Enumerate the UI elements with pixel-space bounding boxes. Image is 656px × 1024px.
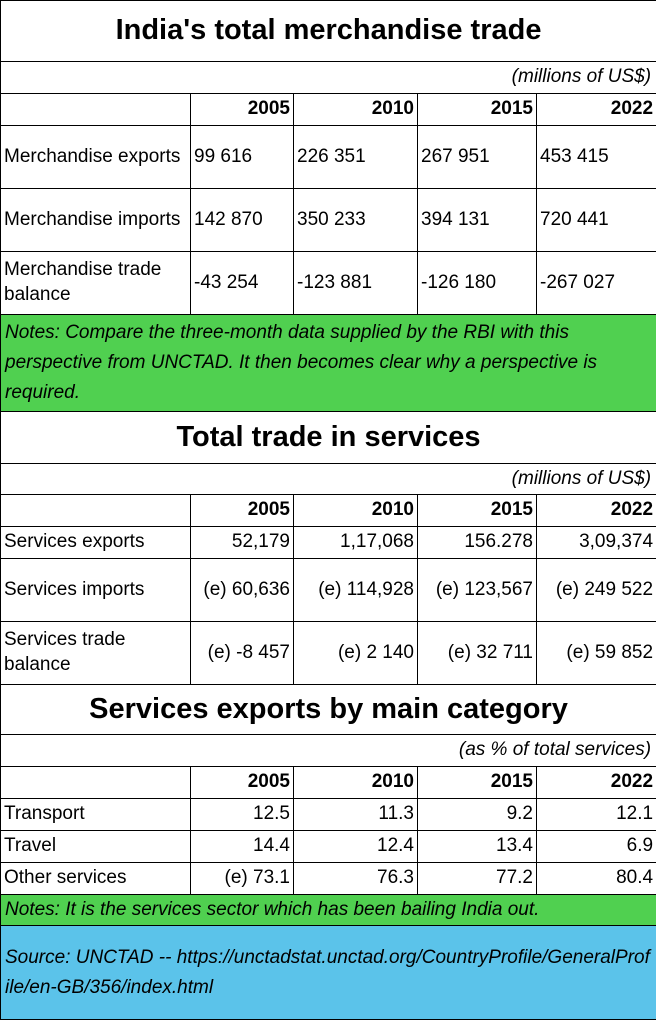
year-header: 2005 bbox=[190, 766, 294, 799]
year-header: 2010 bbox=[293, 494, 418, 527]
merch-units: (millions of US$) bbox=[0, 61, 656, 94]
row-label: Merchandise exports bbox=[0, 125, 191, 189]
row-label: Other services bbox=[0, 862, 191, 895]
services-header-row: 2005 2010 2015 2022 bbox=[0, 494, 656, 527]
merch-title: India's total merchandise trade bbox=[0, 0, 656, 62]
merch-header-blank bbox=[0, 93, 191, 126]
row-label: Services trade balance bbox=[0, 621, 191, 685]
table-row: Other services (e) 73.1 76.3 77.2 80.4 bbox=[0, 862, 656, 895]
row-label: Merchandise trade balance bbox=[0, 251, 191, 315]
cell-value: (e) 73.1 bbox=[190, 862, 294, 895]
row-label: Services exports bbox=[0, 526, 191, 559]
services-title: Total trade in services bbox=[0, 411, 656, 464]
cell-value: 3,09,374 bbox=[535, 526, 656, 559]
year-header: 2005 bbox=[190, 93, 294, 126]
table-row: Transport 12.5 11.3 9.2 12.1 bbox=[0, 798, 656, 831]
categories-title: Services exports by main category bbox=[0, 684, 656, 735]
cell-value: 52,179 bbox=[190, 526, 294, 559]
cell-value: 394 131 bbox=[417, 188, 537, 252]
year-header: 2010 bbox=[293, 93, 418, 126]
table-row: Services trade balance (e) -8 457 (e) 2 … bbox=[0, 621, 656, 685]
cell-value: 77.2 bbox=[417, 862, 537, 895]
cell-value: (e) 32 711 bbox=[417, 621, 537, 685]
cell-value: 453 415 bbox=[535, 125, 656, 189]
cell-value: (e) 249 522 bbox=[535, 558, 656, 622]
categories-header-row: 2005 2010 2015 2022 bbox=[0, 766, 656, 799]
cell-value: -123 881 bbox=[293, 251, 418, 315]
cell-value: 226 351 bbox=[293, 125, 418, 189]
table-row: Merchandise exports 99 616 226 351 267 9… bbox=[0, 125, 656, 189]
year-header: 2015 bbox=[417, 93, 537, 126]
cell-value: 99 616 bbox=[190, 125, 294, 189]
cell-value: 80.4 bbox=[535, 862, 656, 895]
cell-value: (e) -8 457 bbox=[190, 621, 294, 685]
row-label: Services imports bbox=[0, 558, 191, 622]
cell-value: -126 180 bbox=[417, 251, 537, 315]
cell-value: 156.278 bbox=[417, 526, 537, 559]
table-row: Services imports (e) 60,636 (e) 114,928 … bbox=[0, 558, 656, 622]
cell-value: 720 441 bbox=[535, 188, 656, 252]
year-header: 2022 bbox=[535, 93, 656, 126]
row-label: Travel bbox=[0, 830, 191, 863]
row-label: Merchandise imports bbox=[0, 188, 191, 252]
cell-value: (e) 2 140 bbox=[293, 621, 418, 685]
cell-value: (e) 123,567 bbox=[417, 558, 537, 622]
categories-units: (as % of total services) bbox=[0, 734, 656, 767]
cell-value: 9.2 bbox=[417, 798, 537, 831]
cell-value: 13.4 bbox=[417, 830, 537, 863]
table-row: Merchandise imports 142 870 350 233 394 … bbox=[0, 188, 656, 252]
cell-value: 12.5 bbox=[190, 798, 294, 831]
year-header: 2022 bbox=[535, 766, 656, 799]
merch-notes: Notes: Compare the three-month data supp… bbox=[0, 314, 656, 412]
cell-value: 142 870 bbox=[190, 188, 294, 252]
year-header: 2015 bbox=[417, 766, 537, 799]
services-units: (millions of US$) bbox=[0, 463, 656, 495]
cell-value: 6.9 bbox=[535, 830, 656, 863]
year-header: 2010 bbox=[293, 766, 418, 799]
table-row: Travel 14.4 12.4 13.4 6.9 bbox=[0, 830, 656, 863]
cell-value: 350 233 bbox=[293, 188, 418, 252]
cell-value: -43 254 bbox=[190, 251, 294, 315]
cell-value: 12.1 bbox=[535, 798, 656, 831]
cell-value: -267 027 bbox=[535, 251, 656, 315]
cell-value: 1,17,068 bbox=[293, 526, 418, 559]
categories-header-blank bbox=[0, 766, 191, 799]
cell-value: 14.4 bbox=[190, 830, 294, 863]
table-row: Services exports 52,179 1,17,068 156.278… bbox=[0, 526, 656, 559]
cell-value: 12.4 bbox=[293, 830, 418, 863]
year-header: 2022 bbox=[535, 494, 656, 527]
table-row: Merchandise trade balance -43 254 -123 8… bbox=[0, 251, 656, 315]
cell-value: 267 951 bbox=[417, 125, 537, 189]
merch-header-row: 2005 2010 2015 2022 bbox=[0, 93, 656, 126]
year-header: 2015 bbox=[417, 494, 537, 527]
source-note: Source: UNCTAD -- https://unctadstat.unc… bbox=[0, 925, 656, 1020]
cell-value: (e) 114,928 bbox=[293, 558, 418, 622]
services-header-blank bbox=[0, 494, 191, 527]
year-header: 2005 bbox=[190, 494, 294, 527]
row-label: Transport bbox=[0, 798, 191, 831]
cell-value: (e) 60,636 bbox=[190, 558, 294, 622]
cell-value: (e) 59 852 bbox=[535, 621, 656, 685]
categories-notes: Notes: It is the services sector which h… bbox=[0, 894, 656, 926]
cell-value: 76.3 bbox=[293, 862, 418, 895]
cell-value: 11.3 bbox=[293, 798, 418, 831]
